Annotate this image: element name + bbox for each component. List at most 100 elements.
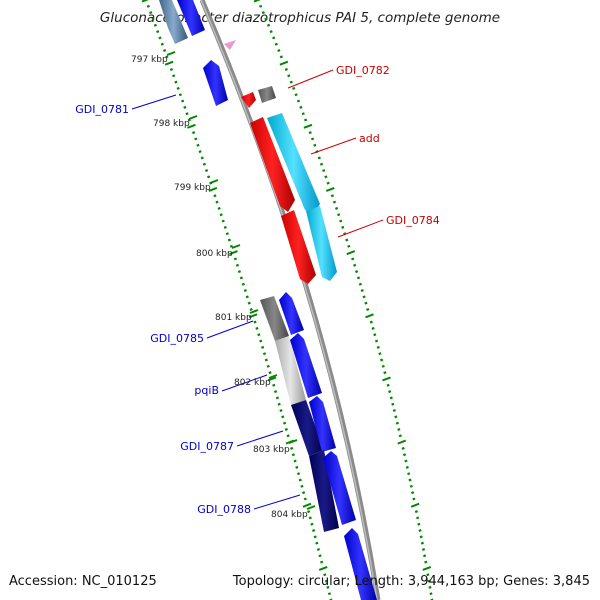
outer-track-tick <box>395 421 399 425</box>
outer-track-tick <box>301 112 305 116</box>
inner-track-tick <box>200 156 204 160</box>
tick-798 <box>188 115 198 120</box>
inner-track-tick <box>281 415 285 419</box>
leader-gdi-0787 <box>236 430 284 447</box>
inner-track-tick <box>320 560 324 564</box>
outer-track-tick <box>422 565 432 571</box>
outer-track-tick <box>345 238 349 242</box>
outer-track-tick <box>354 270 359 274</box>
inner-track-tick <box>264 358 268 362</box>
inner-track-tick <box>245 295 249 299</box>
inner-track-tick <box>273 390 278 394</box>
inner-track-tick <box>279 409 283 413</box>
inner-track-tick <box>290 446 294 450</box>
outer-track-tick <box>404 459 408 463</box>
outer-track-tick <box>374 339 379 343</box>
outer-track-tick <box>410 502 420 508</box>
inner-track-tick <box>146 4 150 8</box>
gene-add <box>250 117 295 212</box>
gene-reverse-bottom <box>344 528 377 600</box>
outer-track-tick <box>386 383 390 387</box>
outer-track-tick <box>341 225 345 229</box>
inner-track-tick <box>229 250 238 256</box>
outer-track-tick <box>411 491 415 495</box>
outer-track-tick <box>264 17 268 21</box>
pos-label-798: 798 kbp <box>153 119 190 129</box>
tick-801 <box>249 309 259 314</box>
outer-track-tick <box>308 131 312 135</box>
rna-add <box>267 113 320 215</box>
outer-track-tick <box>397 439 407 445</box>
outer-track-tick <box>371 326 375 330</box>
genome-backbone-highlight <box>200 0 378 600</box>
outer-track-tick <box>292 86 296 90</box>
feature-gdi-0788-navy <box>309 450 339 532</box>
inner-track-tick <box>196 143 200 147</box>
gene-gdi-0782 <box>241 92 256 108</box>
inner-track-tick <box>307 510 311 514</box>
inner-track-tick <box>235 263 239 267</box>
label-gdi-0787: GDI_0787 <box>180 440 234 453</box>
outer-track-tick <box>397 427 401 431</box>
inner-track-tick <box>141 0 149 3</box>
inner-track-tick <box>272 383 276 387</box>
outer-track-tick <box>428 585 432 589</box>
inner-track-tick <box>303 497 307 501</box>
inner-track-tick <box>318 554 322 558</box>
inner-track-tick <box>165 55 169 59</box>
scale-tracks <box>141 0 434 600</box>
outer-track-tick <box>417 522 421 526</box>
outer-track-tick <box>261 11 265 15</box>
inner-track-tick <box>151 17 155 21</box>
tick-804 <box>306 505 316 510</box>
outer-track-tick <box>279 55 283 59</box>
outer-track-tick <box>343 232 347 236</box>
inner-track-tick <box>229 244 233 248</box>
genome-backbone <box>199 0 381 600</box>
inner-track-tick <box>298 478 302 482</box>
leader-pqib <box>221 374 268 392</box>
outer-track-tick <box>360 289 364 293</box>
outer-track-tick <box>347 244 351 248</box>
outer-track-tick <box>378 352 382 356</box>
tick-799 <box>209 179 219 184</box>
outer-track-tick <box>358 282 362 286</box>
outer-track-tick <box>364 301 368 305</box>
topology-label: Topology: circular; Length: 3,944,163 bp… <box>232 574 590 589</box>
tick-802 <box>268 374 278 379</box>
inner-track-tick <box>213 194 217 198</box>
outer-track-tick <box>356 276 361 280</box>
inner-track-tick <box>261 345 265 349</box>
inner-track-tick <box>183 105 187 109</box>
outer-track-tick <box>317 156 321 160</box>
outer-track-tick <box>416 516 420 520</box>
inner-track-tick <box>249 307 253 311</box>
outer-track-tick <box>259 4 263 8</box>
inner-track-tick <box>255 326 259 330</box>
leader-gdi-0784 <box>337 219 384 238</box>
gene-pqib <box>290 333 322 398</box>
inner-track-tick <box>267 376 277 382</box>
outer-track-tick <box>296 99 301 103</box>
inner-track-tick <box>313 535 317 539</box>
inner-track-tick <box>318 565 328 571</box>
outer-track-tick <box>351 257 355 261</box>
inner-track-tick <box>259 339 263 343</box>
feature-gray-small <box>258 86 276 103</box>
inner-track-tick <box>300 484 304 488</box>
pos-label-799: 799 kbp <box>174 183 211 193</box>
inner-track-tick <box>233 257 238 261</box>
inner-track-tick <box>219 213 223 217</box>
outer-track-tick <box>346 250 356 256</box>
inner-track-tick <box>247 301 251 305</box>
inner-track-tick <box>308 516 312 520</box>
tick-797 <box>166 51 176 56</box>
label-gdi-0781: GDI_0781 <box>75 103 129 116</box>
inner-track-tick <box>204 169 209 173</box>
outer-track-tick <box>324 175 328 179</box>
outer-track-tick <box>373 333 377 337</box>
outer-track-tick <box>420 541 424 545</box>
outer-track-tick <box>381 364 385 368</box>
